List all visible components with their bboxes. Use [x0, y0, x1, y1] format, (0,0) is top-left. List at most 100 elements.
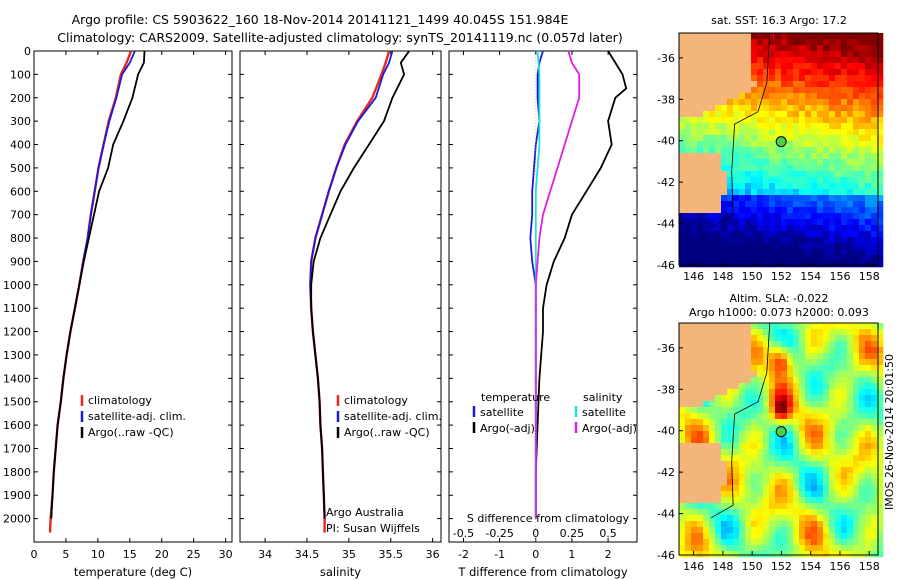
map-cell [817, 249, 824, 256]
map-cell [745, 225, 752, 232]
map-cell [817, 533, 824, 540]
legend-entry: satellite-adj. clim. [88, 410, 186, 423]
map-cell [871, 527, 878, 534]
map-cell [859, 255, 866, 262]
map-cell [703, 419, 710, 426]
map-cell [829, 213, 836, 220]
map-cell [775, 347, 782, 354]
map-cell [835, 437, 842, 444]
map-cell [685, 455, 692, 462]
map-cell [751, 485, 758, 492]
map-cell [745, 171, 752, 178]
map-cell [703, 135, 710, 142]
map-cell [685, 479, 692, 486]
map-cell [733, 491, 740, 498]
map-cell [691, 389, 698, 396]
map-cell [751, 81, 758, 88]
map-cell [871, 237, 878, 244]
map-cell [757, 249, 764, 256]
map-cell [853, 371, 860, 378]
map-cell [715, 551, 722, 558]
map-cell [703, 63, 710, 70]
map-cell [751, 347, 758, 354]
map-cell [727, 177, 734, 184]
map-cell [733, 533, 740, 540]
map-cell [697, 225, 704, 232]
map-cell [835, 503, 842, 510]
map-cell [745, 359, 752, 366]
series-line-argo [534, 50, 628, 519]
map-cell [817, 335, 824, 342]
map-cell [715, 377, 722, 384]
map-cell [865, 383, 872, 390]
map-cell [691, 243, 698, 250]
map-frame [678, 322, 879, 556]
map-cell [769, 491, 776, 498]
map-cell [829, 261, 836, 268]
map-cell [877, 261, 884, 268]
map-cell [739, 485, 746, 492]
map-cell [805, 437, 812, 444]
map-cell [817, 497, 824, 504]
map-cell [733, 467, 740, 474]
map-cell [685, 63, 692, 70]
map-cell [811, 207, 818, 214]
map-cell [751, 117, 758, 124]
x-tick-label: 20 [155, 548, 169, 561]
map-cell [865, 389, 872, 396]
map-cell [871, 177, 878, 184]
map-cell [811, 479, 818, 486]
map-cell [847, 117, 854, 124]
map-cell [787, 225, 794, 232]
map-cell [775, 33, 782, 40]
map-cell [841, 461, 848, 468]
map-cell [859, 431, 866, 438]
map-cell [697, 207, 704, 214]
map-cell [865, 201, 872, 208]
map-cell [871, 491, 878, 498]
map-cell [829, 147, 836, 154]
map-cell [799, 105, 806, 112]
map-cell [865, 189, 872, 196]
map-cell [865, 243, 872, 250]
map-cell [685, 353, 692, 360]
x-tick-label: 156 [829, 270, 850, 283]
map-cell [691, 177, 698, 184]
map-cell [775, 219, 782, 226]
map-cell [805, 33, 812, 40]
map-cell [727, 455, 734, 462]
map-cell [829, 45, 836, 52]
map-cell [847, 545, 854, 552]
map-cell [685, 365, 692, 372]
map-cell [679, 243, 686, 250]
map-cell [793, 545, 800, 552]
map-cell [811, 443, 818, 450]
map-cell [751, 419, 758, 426]
map-cell [769, 431, 776, 438]
map-cell [691, 213, 698, 220]
map-cell [823, 479, 830, 486]
map-cell [739, 419, 746, 426]
x-tick-label: 34.5 [295, 548, 320, 561]
map-cell [757, 413, 764, 420]
map-cell [853, 87, 860, 94]
map-cell [763, 225, 770, 232]
map-cell [697, 455, 704, 462]
map-cell [697, 249, 704, 256]
map-cell [775, 225, 782, 232]
map-cell [793, 69, 800, 76]
map-cell [715, 219, 722, 226]
map-cell [811, 159, 818, 166]
map-cell [733, 243, 740, 250]
map-cell [865, 359, 872, 366]
map-cell [763, 177, 770, 184]
map-cell [805, 255, 812, 262]
map-cell [739, 431, 746, 438]
map-cell [793, 359, 800, 366]
map-cell [811, 341, 818, 348]
map-cell [805, 509, 812, 516]
map-cell [811, 407, 818, 414]
map-cell [787, 383, 794, 390]
map-cell [829, 539, 836, 546]
map-cell [757, 347, 764, 354]
